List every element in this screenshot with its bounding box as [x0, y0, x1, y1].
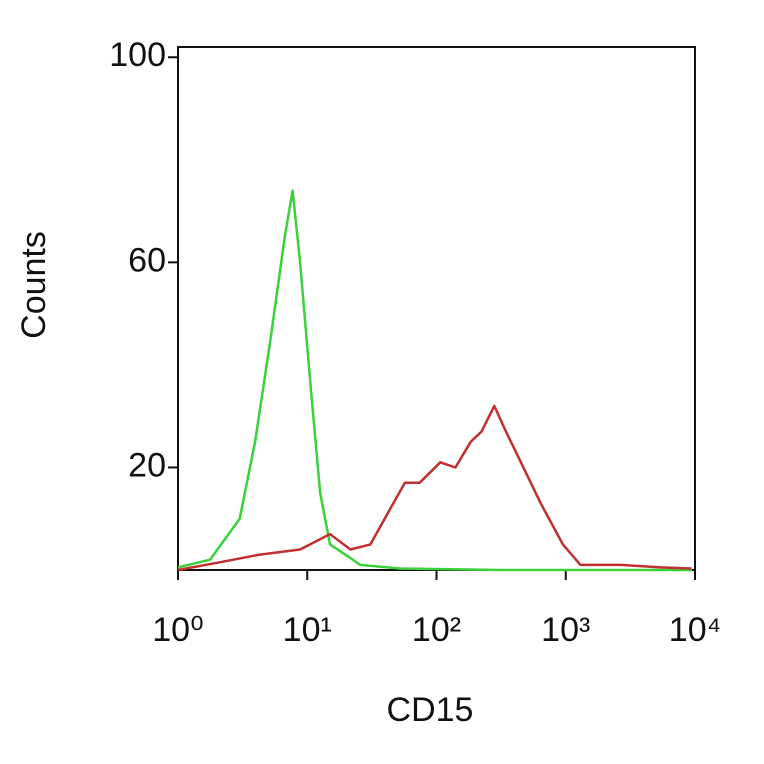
x-tick-label: 10⁴ — [669, 611, 721, 649]
x-tick-label: 10² — [412, 611, 461, 649]
histogram-line — [177, 404, 692, 572]
y-tick-label: 20 — [128, 446, 166, 484]
x-tick-label: 10³ — [541, 611, 590, 649]
x-axis-label: CD15 — [387, 691, 474, 729]
x-tick-label: 10¹ — [283, 611, 332, 649]
histogram-line — [177, 189, 693, 572]
y-axis-label: Counts — [15, 231, 53, 339]
x-tick-label: 10⁰ — [152, 611, 203, 649]
y-tick-label: 100 — [109, 36, 166, 74]
y-tick-label: 60 — [128, 241, 166, 279]
plot-frame — [177, 46, 696, 571]
